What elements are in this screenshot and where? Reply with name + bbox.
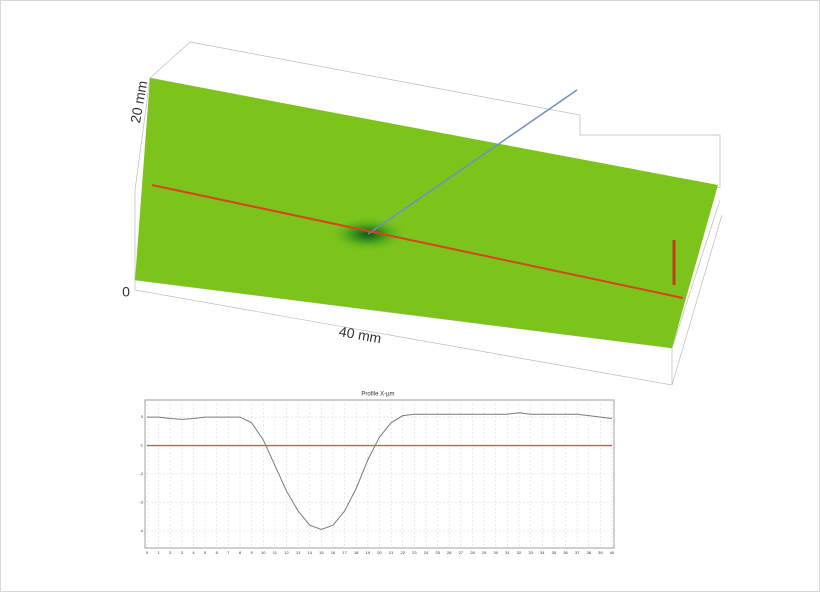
- y-tick-label: -4: [139, 528, 143, 533]
- x-tick-label: 24: [424, 550, 429, 555]
- x-tick-label: 29: [482, 550, 487, 555]
- x-tick-label: 36: [563, 550, 568, 555]
- chart-title: Profile X-µm: [361, 392, 394, 398]
- section-line: [367, 89, 578, 235]
- x-tick-label: 33: [528, 550, 533, 555]
- x-tick-label: 37: [575, 550, 580, 555]
- x-tick-label: 30: [494, 550, 499, 555]
- x-tick-label: 5: [204, 550, 207, 555]
- section-line: [151, 184, 684, 299]
- surface-plot: 20 mm 0 40 mm: [122, 41, 723, 386]
- x-tick-label: 14: [308, 550, 313, 555]
- x-tick-label: 31: [505, 550, 510, 555]
- x-tick-label: 4: [192, 550, 195, 555]
- x-tick-label: 1: [158, 550, 161, 555]
- origin-label: 0: [122, 284, 130, 300]
- x-tick-label: 25: [435, 550, 440, 555]
- x-tick-label: 34: [540, 550, 545, 555]
- x-tick-label: 11: [273, 550, 278, 555]
- profile-line: [147, 412, 613, 531]
- x-tick-label: 20: [377, 550, 382, 555]
- x-tick-label: 16: [331, 550, 336, 555]
- x-tick-label: 13: [296, 550, 301, 555]
- y-tick-label: -2: [139, 471, 143, 476]
- x-tick-label: 19: [366, 550, 371, 555]
- x-tick-label: 18: [354, 550, 359, 555]
- x-tick-label: 3: [181, 550, 184, 555]
- x-tick-label: 9: [251, 550, 254, 555]
- x-axis-label: 40 mm: [338, 323, 383, 346]
- x-tick-label: 23: [412, 550, 417, 555]
- x-tick-label: 2: [169, 550, 172, 555]
- x-tick-label: 12: [284, 550, 289, 555]
- x-tick-label: 8: [239, 550, 242, 555]
- z-axis-label: 20 mm: [127, 79, 150, 124]
- x-tick-label: 40: [610, 550, 615, 555]
- x-tick-label: 26: [447, 550, 452, 555]
- x-tick-label: 21: [389, 550, 394, 555]
- y-tick-label: -1: [139, 443, 143, 448]
- x-tick-label: 0: [146, 550, 149, 555]
- x-tick-label: 10: [261, 550, 266, 555]
- y-tick-label: 0: [141, 414, 144, 419]
- surface: [135, 78, 718, 348]
- x-tick-label: 17: [342, 550, 347, 555]
- x-tick-label: 35: [552, 550, 557, 555]
- x-tick-label: 15: [319, 550, 324, 555]
- x-tick-label: 39: [598, 550, 603, 555]
- x-tick-label: 27: [459, 550, 464, 555]
- x-tick-label: 28: [470, 550, 475, 555]
- x-tick-label: 38: [587, 550, 592, 555]
- x-tick-label: 32: [517, 550, 522, 555]
- x-tick-label: 7: [227, 550, 230, 555]
- x-tick-label: 6: [216, 550, 219, 555]
- y-tick-label: -3: [139, 500, 143, 505]
- x-tick-label: 22: [401, 550, 406, 555]
